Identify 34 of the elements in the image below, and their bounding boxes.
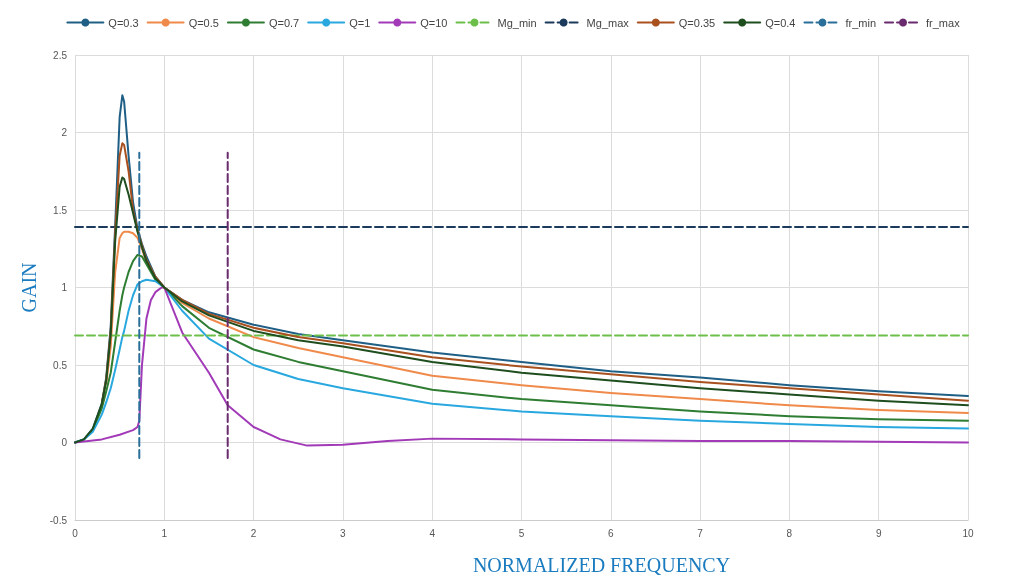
x-tick-label: 3 xyxy=(340,527,347,539)
line-series xyxy=(105,230,969,415)
line-series xyxy=(100,142,969,405)
y-tick-label: 1.5 xyxy=(53,204,68,216)
line-series xyxy=(74,176,969,444)
x-tick-label: 9 xyxy=(875,527,882,539)
y-axis-title: GAIN xyxy=(17,262,40,313)
x-tick-label: 10 xyxy=(962,527,974,539)
legend-label: Q=0.7 xyxy=(268,16,300,29)
legend-label: Q=0.4 xyxy=(765,16,796,29)
legend-label: Q=0.3 xyxy=(108,16,139,29)
y-tick-label: 1 xyxy=(61,282,68,293)
legend-label: fr_min xyxy=(845,16,877,29)
legend-label: fr_max xyxy=(926,16,961,29)
legend-label: Q=0.5 xyxy=(188,16,219,29)
y-tick-label: 0 xyxy=(61,437,68,448)
x-tick-label: 1 xyxy=(161,527,168,539)
y-tick-label: 0.5 xyxy=(53,359,68,371)
legend-label: Mg_max xyxy=(586,16,630,29)
legend-label: Q=0.35 xyxy=(678,16,716,29)
x-tick-label: 0 xyxy=(72,527,79,539)
y-tick-label: 2 xyxy=(61,127,68,138)
x-tick-label: 6 xyxy=(608,527,615,539)
x-tick-label: 5 xyxy=(518,527,525,539)
x-axis-title: NORMALIZED FREQUENCY xyxy=(472,554,731,576)
x-tick-label: 2 xyxy=(250,527,257,539)
x-tick-label: 4 xyxy=(429,527,436,539)
legend-label: Mg_min xyxy=(497,16,537,29)
y-tick-label: 2.5 xyxy=(53,49,68,61)
x-tick-label: 7 xyxy=(697,527,704,539)
legend-label: Q=1 xyxy=(349,16,371,29)
x-tick-label: 8 xyxy=(786,527,793,539)
y-tick-label: -0.5 xyxy=(49,514,68,526)
legend-label: Q=10 xyxy=(420,16,448,29)
